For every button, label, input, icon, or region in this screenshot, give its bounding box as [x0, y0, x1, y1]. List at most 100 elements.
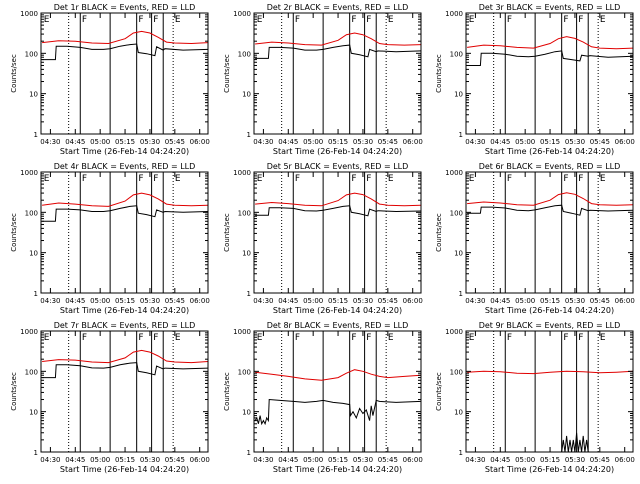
x-tick-label: 05:30 — [565, 456, 585, 464]
x-tick-label: 06:00 — [403, 138, 423, 146]
x-tick-label: 04:30 — [465, 138, 485, 146]
interval-label: F — [563, 174, 568, 184]
y-tick-label: 100 — [450, 209, 463, 217]
plot-frame — [465, 171, 634, 294]
interval-label: F — [351, 174, 356, 184]
series-lld — [255, 369, 421, 381]
x-tick-label: 06:00 — [403, 297, 423, 305]
interval-label: F — [153, 174, 158, 184]
y-axis-label: Counts/sec — [223, 213, 231, 252]
interval-label: E — [469, 15, 475, 25]
x-tick-label: 05:30 — [140, 297, 160, 305]
series-lld — [467, 192, 633, 206]
interval-label: E — [388, 333, 394, 343]
plot-frame — [465, 12, 634, 135]
x-axis-label: Start Time (26-Feb-14 04:24:20) — [60, 147, 189, 156]
x-tick-label: 05:30 — [565, 297, 585, 305]
interval-label: E — [600, 174, 606, 184]
x-tick-label: 05:30 — [140, 138, 160, 146]
x-tick-label: 05:45 — [590, 138, 610, 146]
panel-title: Det 2r BLACK = Events, RED = LLD — [267, 3, 409, 12]
x-tick-label: 04:45 — [278, 456, 298, 464]
plot-frame — [40, 330, 209, 453]
y-tick-label: 1000 — [20, 10, 38, 18]
x-tick-label: 05:00 — [515, 297, 535, 305]
x-tick-label: 04:30 — [40, 456, 60, 464]
x-tick-label: 04:45 — [65, 456, 85, 464]
series-events — [255, 44, 421, 59]
y-axis-label: Counts/sec — [223, 54, 231, 93]
interval-label: E — [44, 15, 50, 25]
y-tick-label: 1000 — [445, 169, 463, 177]
y-tick-label: 100 — [238, 368, 251, 376]
y-tick-label: 1 — [459, 290, 463, 298]
y-axis-label: Counts/sec — [10, 213, 18, 252]
panel-title: Det 9r BLACK = Events, RED = LLD — [479, 321, 621, 330]
x-axis-label: Start Time (26-Feb-14 04:24:20) — [485, 147, 614, 156]
y-tick-label: 100 — [450, 368, 463, 376]
interval-label: F — [351, 333, 356, 343]
x-tick-label: 05:00 — [515, 456, 535, 464]
series-lld — [42, 30, 208, 45]
y-tick-label: 1 — [247, 449, 251, 457]
x-tick-label: 04:30 — [40, 138, 60, 146]
interval-label: F — [138, 174, 143, 184]
y-tick-label: 10 — [29, 409, 38, 417]
x-axis-label: Start Time (26-Feb-14 04:24:20) — [273, 465, 402, 474]
interval-label: E — [44, 174, 50, 184]
plot-frame — [253, 171, 422, 294]
interval-label: F — [507, 333, 512, 343]
y-tick-label: 1 — [34, 290, 38, 298]
y-tick-label: 10 — [454, 250, 463, 258]
interval-label: E — [600, 15, 606, 25]
plot-frame — [465, 330, 634, 453]
plot-frame — [253, 12, 422, 135]
series-events — [467, 204, 633, 216]
y-axis-label: Counts/sec — [10, 372, 18, 411]
y-tick-label: 1 — [34, 131, 38, 139]
interval-label: E — [257, 15, 263, 25]
x-tick-label: 05:15 — [115, 297, 135, 305]
y-axis-label: Counts/sec — [10, 54, 18, 93]
series-lld — [255, 192, 421, 207]
interval-label: E — [469, 333, 475, 343]
x-tick-label: 05:45 — [590, 456, 610, 464]
x-tick-label: 04:45 — [278, 138, 298, 146]
x-tick-label: 05:30 — [140, 456, 160, 464]
plot-frame — [40, 12, 209, 135]
x-tick-label: 04:30 — [253, 297, 273, 305]
interval-label: F — [366, 174, 371, 184]
panel-title: Det 3r BLACK = Events, RED = LLD — [479, 3, 621, 12]
panel-title: Det 8r BLACK = Events, RED = LLD — [267, 321, 409, 330]
panel-title: Det 1r BLACK = Events, RED = LLD — [54, 3, 196, 12]
x-tick-label: 04:45 — [278, 297, 298, 305]
y-tick-label: 10 — [454, 409, 463, 417]
y-tick-label: 100 — [25, 368, 38, 376]
y-tick-label: 1000 — [233, 169, 251, 177]
series-events — [467, 50, 633, 66]
interval-label: F — [295, 333, 300, 343]
x-tick-label: 05:45 — [378, 138, 398, 146]
x-tick-label: 06:00 — [615, 138, 635, 146]
x-axis-label: Start Time (26-Feb-14 04:24:20) — [60, 306, 189, 315]
y-tick-label: 1000 — [233, 10, 251, 18]
y-tick-label: 1 — [34, 449, 38, 457]
x-tick-label: 05:45 — [590, 297, 610, 305]
series-events — [255, 205, 421, 217]
x-tick-label: 06:00 — [403, 456, 423, 464]
series-lld — [467, 370, 633, 375]
series-events — [254, 398, 421, 426]
y-tick-label: 1000 — [20, 169, 38, 177]
x-tick-label: 05:15 — [328, 456, 348, 464]
y-tick-label: 10 — [242, 250, 251, 258]
x-tick-label: 04:45 — [65, 138, 85, 146]
interval-label: F — [82, 174, 87, 184]
interval-label: F — [563, 15, 568, 25]
y-tick-label: 10 — [454, 91, 463, 99]
x-tick-label: 04:30 — [465, 297, 485, 305]
y-tick-label: 1 — [247, 290, 251, 298]
